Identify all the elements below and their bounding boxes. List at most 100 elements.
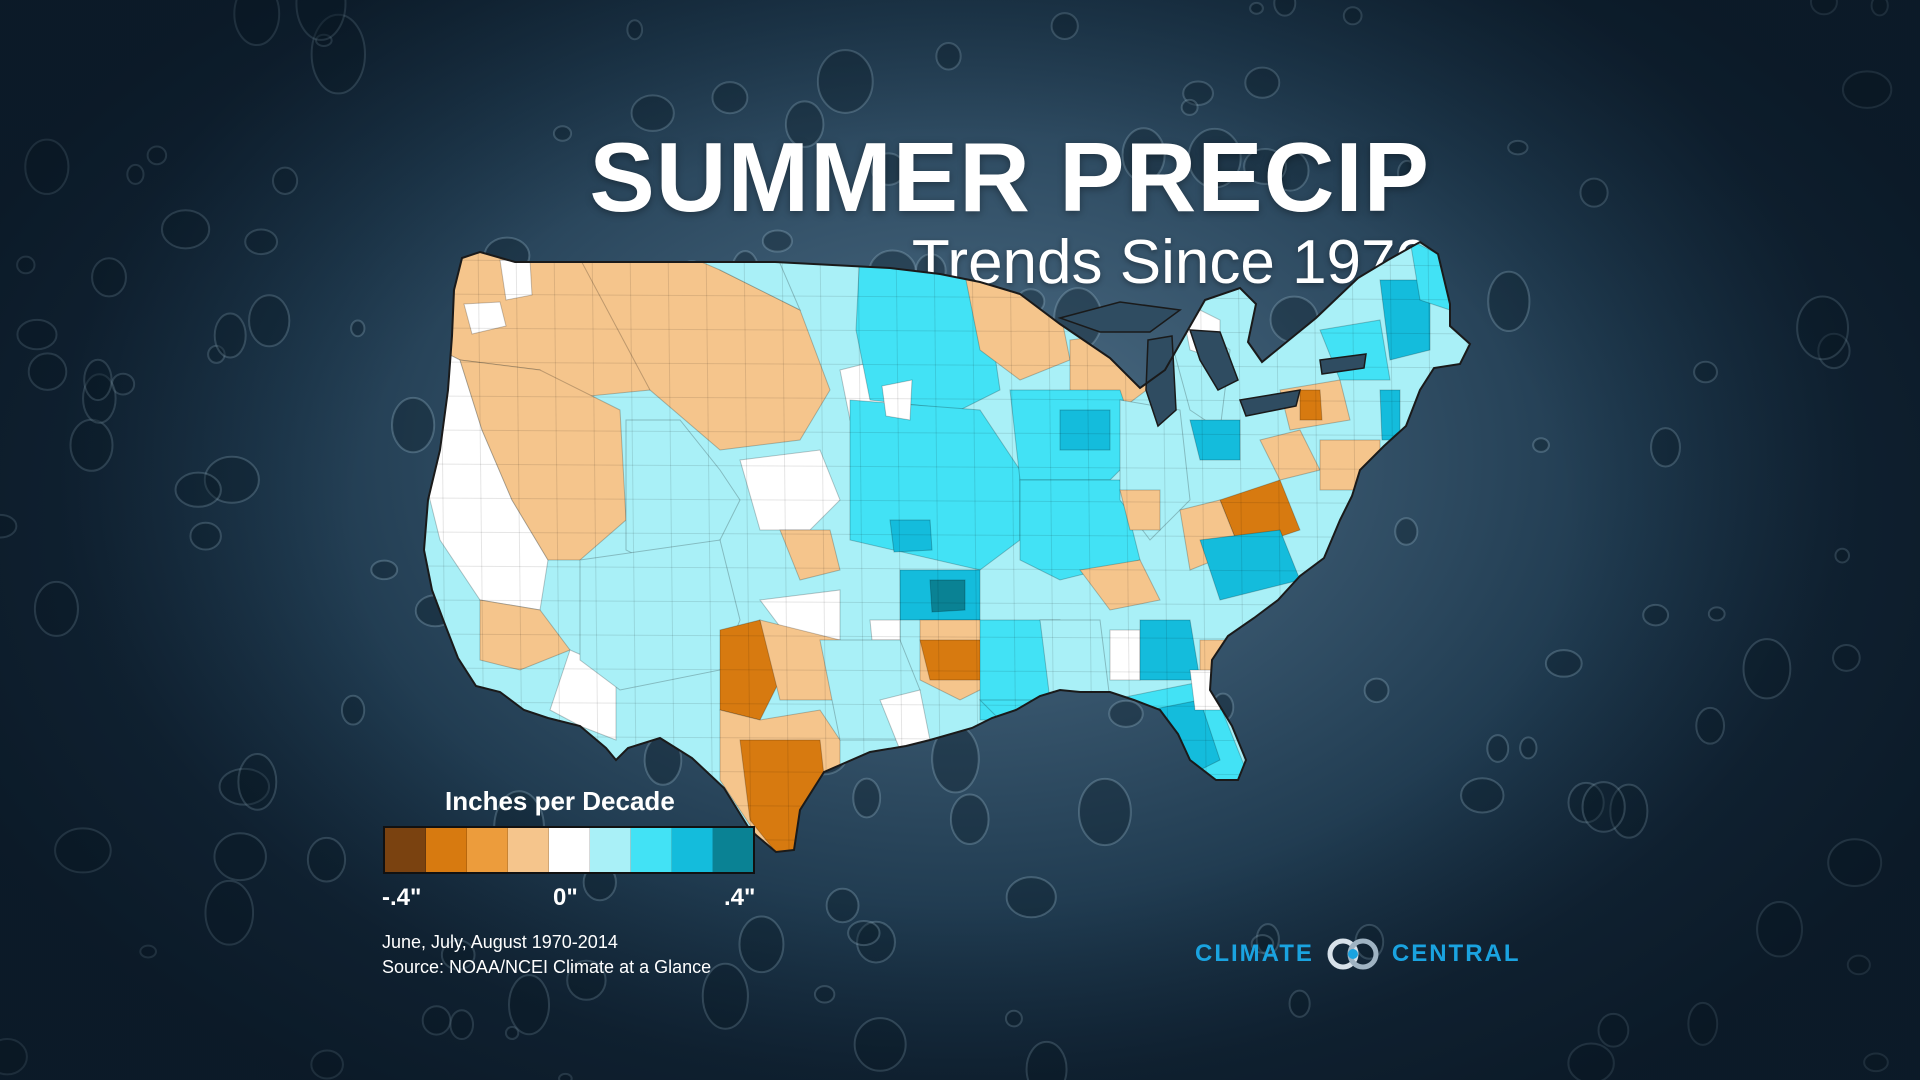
raindrop	[1834, 547, 1851, 564]
raindrop	[552, 125, 573, 142]
region-kansas-wettest	[889, 519, 933, 553]
region-illinois-dry-patch	[1119, 489, 1161, 531]
legend-swatch-5	[549, 828, 590, 872]
raindrop	[204, 879, 255, 946]
raindrop	[1273, 0, 1297, 17]
raindrop	[1342, 6, 1363, 26]
logo-text-left: CLIMATE	[1195, 940, 1314, 967]
raindrop	[160, 209, 211, 250]
raindrop	[213, 832, 267, 882]
region-arizona-wet	[579, 539, 741, 691]
raindrop	[1650, 427, 1681, 468]
legend-tick-min: -.4"	[382, 884, 422, 911]
raindrop	[24, 138, 70, 195]
region-nebraska-wet-patch	[881, 379, 913, 421]
legend-swatch-8	[672, 828, 713, 872]
raindrop	[1810, 0, 1838, 16]
raindrop	[626, 19, 644, 41]
raindrop	[33, 580, 79, 637]
raindrop	[189, 521, 222, 551]
raindrop	[1742, 638, 1792, 700]
raindrop	[0, 513, 18, 539]
raindrop	[27, 352, 68, 391]
color-legend-bar	[383, 826, 755, 874]
lake-ontario	[1319, 353, 1367, 375]
raindrop	[1567, 1042, 1615, 1080]
great-lakes	[1057, 301, 1367, 428]
raindrop	[1249, 1, 1264, 15]
raindrop	[1579, 177, 1609, 208]
region-new-jersey-wettest	[1379, 389, 1401, 441]
raindrop	[935, 41, 962, 71]
raindrop	[1004, 1009, 1023, 1028]
period-note: June, July, August 1970-2014	[382, 932, 618, 952]
raindrop	[508, 974, 551, 1036]
raindrop	[213, 312, 247, 359]
raindrop	[1597, 1012, 1630, 1048]
raindrop	[1846, 954, 1871, 976]
lake-superior	[1057, 301, 1182, 333]
raindrop	[421, 1005, 452, 1036]
raindrop	[1180, 98, 1199, 116]
region-colorado-neutral	[739, 449, 841, 531]
region-new-england-wettest	[1379, 279, 1431, 361]
raindrop	[1544, 649, 1583, 678]
raindrop	[1050, 12, 1079, 40]
raindrop	[1707, 606, 1726, 622]
lake-huron	[1188, 329, 1239, 391]
region-southern-california	[479, 599, 571, 671]
us-precipitation-trend-map	[423, 241, 1471, 853]
raindrop	[449, 1009, 475, 1041]
raindrop	[1244, 66, 1281, 99]
raindrop	[146, 145, 168, 166]
raindrop	[558, 1072, 573, 1080]
raindrop	[174, 471, 222, 508]
raindrop	[1796, 295, 1850, 361]
raindrop	[1581, 781, 1626, 833]
region-gulf-coast-wetter	[978, 699, 1141, 741]
linked-rings-icon	[1327, 938, 1379, 970]
raindrop	[1693, 360, 1719, 384]
raindrop	[350, 319, 366, 338]
raindrop	[91, 257, 127, 298]
raindrop	[1870, 0, 1889, 17]
raindrop	[813, 985, 836, 1004]
raindrop	[1827, 838, 1883, 887]
raindrop	[16, 318, 58, 351]
region-pennsylvania-dry-strong	[1299, 389, 1323, 421]
raindrop	[1756, 901, 1803, 958]
raindrop	[69, 418, 114, 472]
logo-text-right: CENTRAL	[1391, 940, 1521, 967]
legend-swatch-3	[467, 828, 508, 872]
raindrop	[340, 694, 366, 726]
source-note: Source: NOAA/NCEI Climate at a Glance	[382, 957, 712, 977]
region-alabama-wet	[1039, 619, 1111, 701]
region-iowa-wettest	[1059, 409, 1111, 451]
raindrop	[711, 81, 749, 115]
raindrop	[1863, 1052, 1889, 1073]
raindrop	[0, 1038, 28, 1076]
raindrop	[1288, 989, 1311, 1018]
legend-title: Inches per Decade	[445, 786, 675, 816]
page-subtitle: Trends Since 1970	[911, 228, 1430, 297]
region-oregon-wet-patch	[463, 301, 507, 335]
legend-swatch-9	[713, 828, 753, 872]
raindrop	[248, 294, 291, 348]
legend-swatch-7	[631, 828, 672, 872]
raindrop	[1532, 437, 1550, 453]
raindrop	[233, 0, 281, 47]
raindrop	[83, 358, 113, 402]
raindrop	[1832, 644, 1861, 672]
lake-michigan	[1145, 335, 1177, 428]
raindrop	[1642, 603, 1670, 627]
raindrop	[306, 836, 347, 883]
legend-swatch-2	[426, 828, 467, 872]
raindrop	[272, 166, 299, 195]
legend-swatch-1	[385, 828, 426, 872]
region-colorado-dry	[779, 529, 841, 581]
legend-swatch-6	[590, 828, 631, 872]
page-title: SUMMER PRECIP	[589, 122, 1430, 232]
raindrop	[816, 49, 874, 114]
legend-tick-max: .4"	[724, 884, 756, 911]
